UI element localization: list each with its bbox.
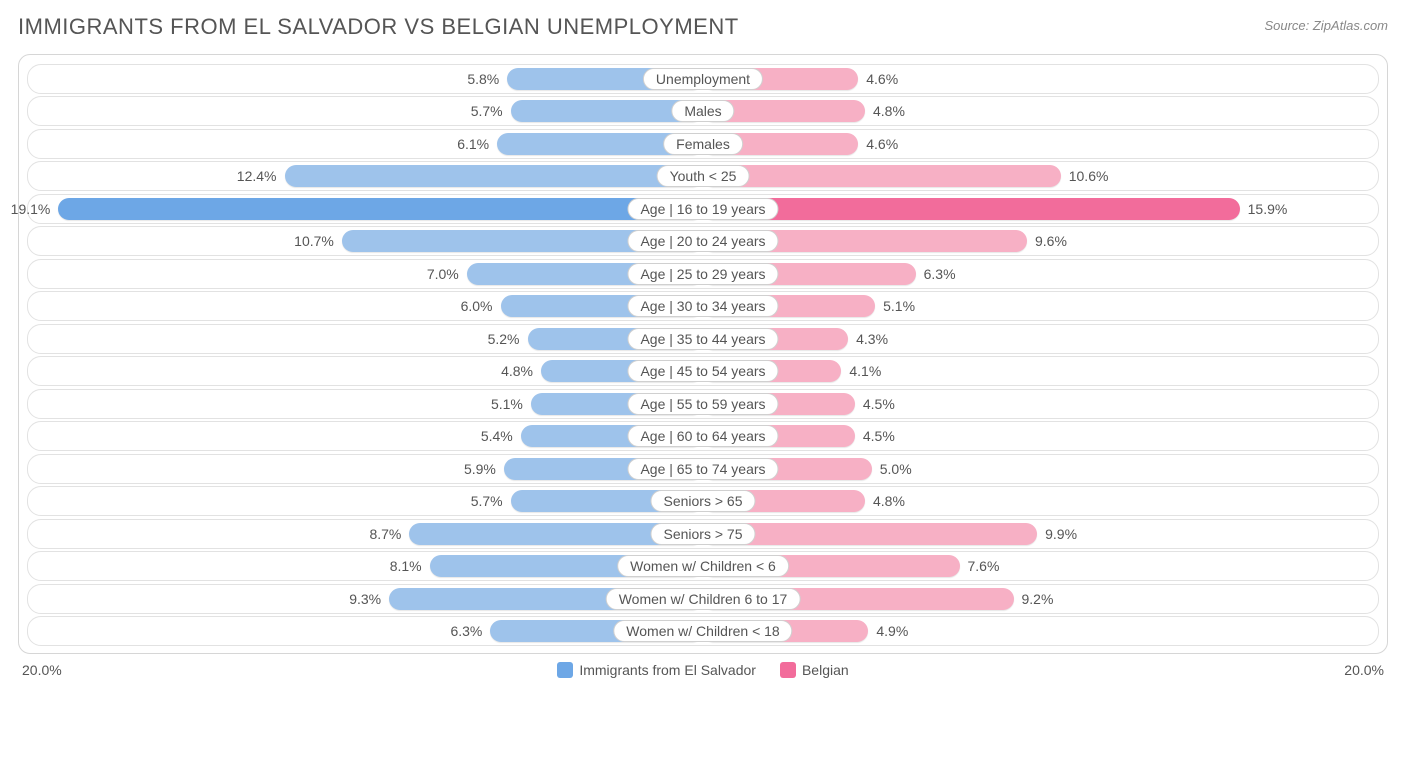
bar-row: 8.7% 9.9% Seniors > 75 [27,519,1379,549]
category-label: Unemployment [643,68,763,90]
bar-row: 5.2% 4.3% Age | 35 to 44 years [27,324,1379,354]
axis-max-right: 20.0% [1344,662,1384,678]
value-left: 9.3% [349,585,381,613]
value-right: 5.1% [883,292,915,320]
legend-item-right: Belgian [780,662,849,678]
category-label: Seniors > 75 [651,523,756,545]
value-left: 4.8% [501,357,533,385]
value-right: 4.3% [856,325,888,353]
source-attribution: Source: ZipAtlas.com [1264,14,1388,33]
value-right: 15.9% [1248,195,1288,223]
category-label: Women w/ Children < 6 [617,555,789,577]
value-left: 5.8% [467,65,499,93]
value-right: 4.1% [849,357,881,385]
chart-area: 5.8% 4.6% Unemployment 5.7% 4.8% Males 6.1% 4.6… [18,54,1388,654]
axis-max-left: 20.0% [22,662,62,678]
bar-row: 5.9% 5.0% Age | 65 to 74 years [27,454,1379,484]
bar-right [703,198,1240,220]
legend-swatch-right [780,662,796,678]
category-label: Females [663,133,743,155]
value-left: 8.7% [369,520,401,548]
value-right: 4.9% [876,617,908,645]
bar-row: 6.0% 5.1% Age | 30 to 34 years [27,291,1379,321]
legend-swatch-left [557,662,573,678]
value-left: 5.7% [471,97,503,125]
category-label: Women w/ Children 6 to 17 [606,588,801,610]
bar-row: 6.3% 4.9% Women w/ Children < 18 [27,616,1379,646]
category-label: Youth < 25 [657,165,750,187]
category-label: Seniors > 65 [651,490,756,512]
bar-row: 5.4% 4.5% Age | 60 to 64 years [27,421,1379,451]
category-label: Age | 55 to 59 years [627,393,778,415]
bar-left [58,198,703,220]
bar-row: 7.0% 6.3% Age | 25 to 29 years [27,259,1379,289]
category-label: Age | 45 to 54 years [627,360,778,382]
header: IMMIGRANTS FROM EL SALVADOR VS BELGIAN U… [18,14,1388,40]
bar-row: 6.1% 4.6% Females [27,129,1379,159]
value-left: 5.9% [464,455,496,483]
chart-title: IMMIGRANTS FROM EL SALVADOR VS BELGIAN U… [18,14,739,40]
category-label: Age | 16 to 19 years [627,198,778,220]
value-right: 4.5% [863,422,895,450]
value-right: 4.6% [866,130,898,158]
value-left: 10.7% [294,227,334,255]
value-right: 9.6% [1035,227,1067,255]
category-label: Women w/ Children < 18 [613,620,792,642]
category-label: Males [671,100,734,122]
value-right: 4.6% [866,65,898,93]
bar-row: 8.1% 7.6% Women w/ Children < 6 [27,551,1379,581]
category-label: Age | 60 to 64 years [627,425,778,447]
value-left: 6.0% [461,292,493,320]
chart-footer: 20.0% Immigrants from El Salvador Belgia… [18,662,1388,678]
category-label: Age | 35 to 44 years [627,328,778,350]
bar-left [285,165,704,187]
value-right: 4.8% [873,97,905,125]
bar-row: 10.7% 9.6% Age | 20 to 24 years [27,226,1379,256]
legend-item-left: Immigrants from El Salvador [557,662,756,678]
value-left: 8.1% [390,552,422,580]
value-right: 4.5% [863,390,895,418]
legend-label-left: Immigrants from El Salvador [579,662,756,678]
value-left: 7.0% [427,260,459,288]
legend: Immigrants from El Salvador Belgian [557,662,848,678]
bar-row: 5.7% 4.8% Males [27,96,1379,126]
value-left: 6.1% [457,130,489,158]
bar-right [703,165,1061,187]
chart-container: IMMIGRANTS FROM EL SALVADOR VS BELGIAN U… [0,0,1406,757]
value-right: 10.6% [1069,162,1109,190]
value-right: 6.3% [924,260,956,288]
category-label: Age | 25 to 29 years [627,263,778,285]
value-right: 9.9% [1045,520,1077,548]
legend-label-right: Belgian [802,662,849,678]
value-left: 5.1% [491,390,523,418]
category-label: Age | 30 to 34 years [627,295,778,317]
bar-row: 12.4% 10.6% Youth < 25 [27,161,1379,191]
value-left: 5.4% [481,422,513,450]
value-left: 5.7% [471,487,503,515]
value-right: 5.0% [880,455,912,483]
value-left: 5.2% [488,325,520,353]
value-right: 7.6% [968,552,1000,580]
bar-row: 5.8% 4.6% Unemployment [27,64,1379,94]
bar-row: 5.1% 4.5% Age | 55 to 59 years [27,389,1379,419]
bar-row: 9.3% 9.2% Women w/ Children 6 to 17 [27,584,1379,614]
category-label: Age | 20 to 24 years [627,230,778,252]
value-left: 12.4% [237,162,277,190]
bar-row: 19.1%15.9%Age | 16 to 19 years [27,194,1379,224]
value-left: 19.1% [11,195,51,223]
value-right: 9.2% [1022,585,1054,613]
category-label: Age | 65 to 74 years [627,458,778,480]
value-right: 4.8% [873,487,905,515]
bar-row: 4.8% 4.1% Age | 45 to 54 years [27,356,1379,386]
bar-row: 5.7% 4.8% Seniors > 65 [27,486,1379,516]
value-left: 6.3% [450,617,482,645]
